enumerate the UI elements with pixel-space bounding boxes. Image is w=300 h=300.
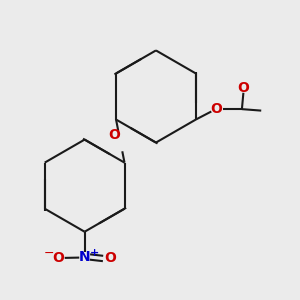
Text: O: O: [211, 102, 223, 116]
Text: N: N: [79, 250, 90, 264]
Text: O: O: [238, 81, 249, 95]
Text: +: +: [89, 248, 99, 258]
Text: −: −: [44, 247, 54, 260]
Text: O: O: [52, 251, 64, 266]
Text: O: O: [104, 251, 116, 266]
Text: O: O: [108, 128, 120, 142]
